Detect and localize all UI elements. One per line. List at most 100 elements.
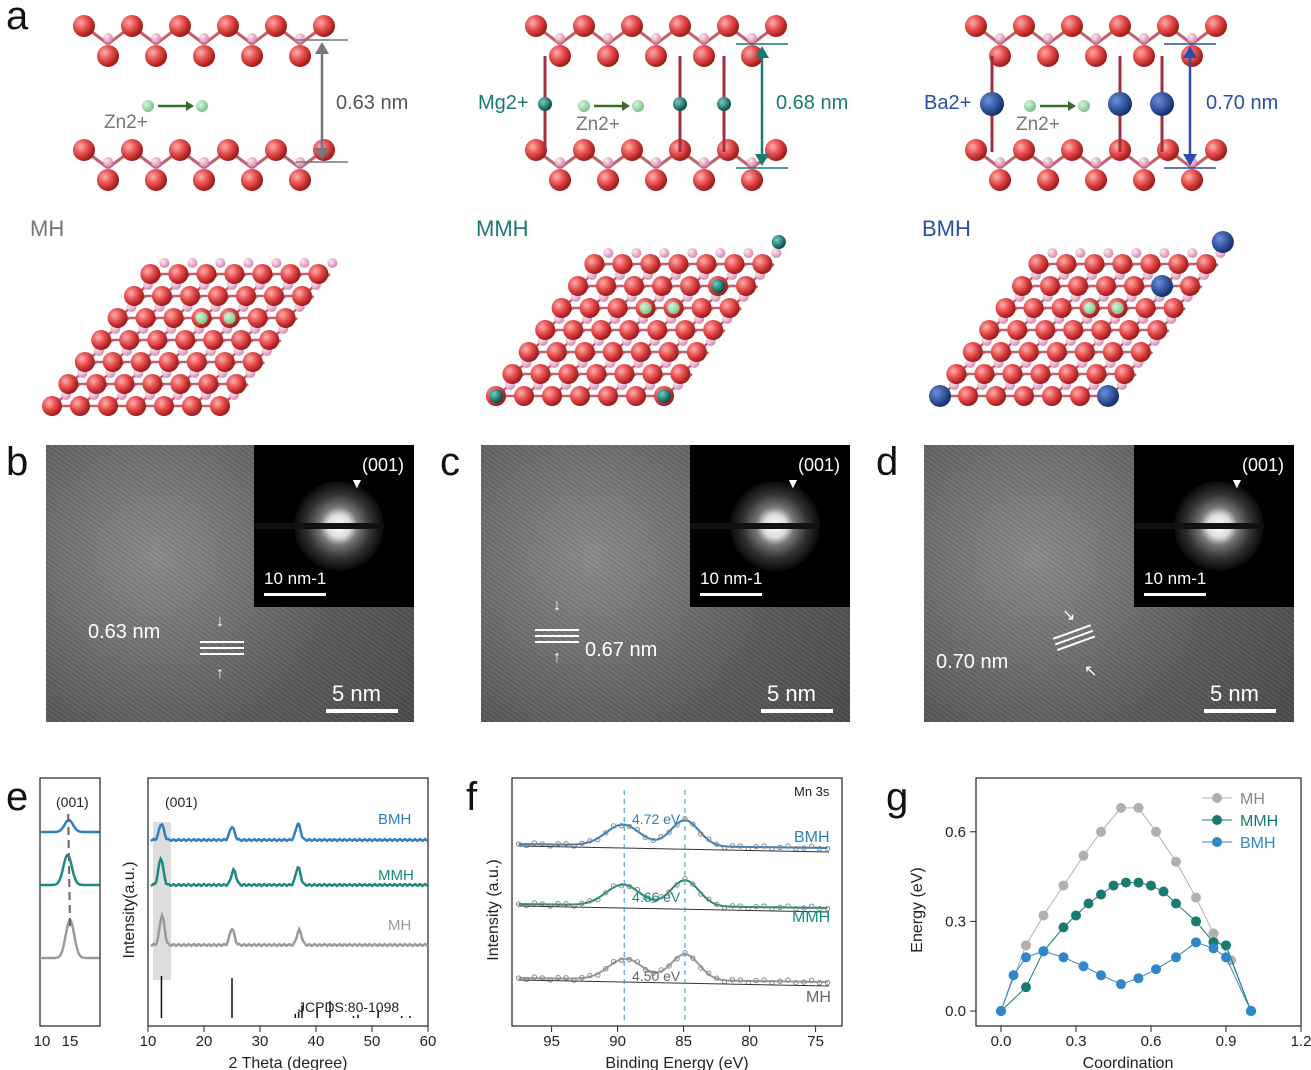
oxygen-atom [313, 15, 335, 37]
oxygen-atom [668, 254, 689, 274]
oxygen-atom [1096, 276, 1116, 296]
manganese-atom [1043, 157, 1053, 167]
oxygen-atom [1124, 276, 1144, 296]
oxygen-atom [696, 254, 717, 274]
g-xtick: 0.9 [1216, 1033, 1237, 1050]
zn-arrow-mmh [622, 101, 630, 111]
f-data-point [753, 903, 759, 910]
f-data-point [785, 977, 791, 983]
structure-name-mmh: MMH [476, 216, 529, 241]
f-title: Mn 3s [794, 784, 830, 799]
panel-a-label: a [6, 0, 29, 38]
manganese-atom [247, 157, 257, 167]
f-data-point [603, 830, 609, 836]
f-data-point [610, 823, 617, 829]
f-data-point [626, 883, 633, 890]
f-data-point [801, 979, 807, 985]
oxygen-atom [74, 352, 95, 372]
tem-image-mmh: (001) ▼ 10 nm-1 ↓ ↑ 0.67 nm 5 nm [481, 445, 850, 722]
oxygen-atom [73, 15, 95, 37]
zn-ion [195, 312, 208, 324]
g-point-mmh [1191, 916, 1201, 927]
oxygen-atom [1114, 364, 1135, 384]
f-data-point [523, 976, 530, 983]
oxygen-atom [1181, 169, 1203, 191]
oxygen-atom [264, 286, 284, 306]
oxygen-atom [652, 276, 672, 296]
f-data-point [547, 903, 553, 909]
g-point-bmh [1246, 1006, 1256, 1017]
saed-scale-label-bmh: 10 nm-1 [1144, 569, 1207, 588]
zn-ion [1078, 100, 1090, 112]
manganese-atom [659, 248, 670, 258]
oxygen-atom [614, 364, 635, 384]
oxygen-atom [289, 45, 311, 67]
tem-image-mh: (001) ▼ 10 nm-1 0.63 nm ↓ ↑ 5 nm [46, 445, 414, 722]
tem-spacing-label-mh: 0.63 nm [88, 621, 161, 643]
f-data-point [610, 883, 617, 889]
oxygen-atom [241, 45, 263, 67]
zn-ion [196, 100, 208, 112]
spacing-arrow-down-mh: ↓ [216, 613, 224, 630]
f-data-point [523, 902, 530, 909]
tem-spacing-label-bmh: 0.70 nm [936, 651, 1009, 673]
g-legend-marker-mh [1212, 793, 1222, 803]
oxygen-atom [542, 386, 562, 406]
oxygen-atom [1163, 298, 1184, 318]
manganese-atom [1047, 248, 1058, 258]
f-data-point [713, 975, 720, 981]
f-data-point [587, 898, 593, 904]
f-data-point [674, 822, 680, 828]
oxygen-atom [210, 396, 230, 416]
f-data-point [824, 906, 831, 912]
f-data-point [753, 843, 759, 850]
oxygen-atom [124, 286, 144, 306]
f-data-point [816, 980, 823, 986]
f-data-point [618, 957, 625, 963]
oxygen-atom [546, 342, 567, 362]
oxygen-atom [703, 320, 724, 340]
f-data-point [785, 843, 791, 849]
f-data-point [666, 829, 672, 835]
g-point-bmh [1116, 979, 1126, 990]
mh-top-layer [73, 15, 335, 67]
oxygen-atom [98, 396, 118, 416]
g-point-bmh [1038, 946, 1049, 957]
g-point-mh [1078, 850, 1089, 861]
f-data-point [785, 903, 791, 909]
f-data-point [547, 843, 553, 849]
oxygen-atom [979, 320, 1000, 340]
f-data-point [595, 836, 601, 843]
oxygen-atom [574, 342, 595, 362]
oxygen-atom [989, 169, 1011, 191]
f-data-point [737, 903, 744, 909]
oxygen-atom [719, 298, 740, 318]
manganese-atom [603, 157, 613, 167]
manganese-atom [747, 157, 757, 167]
oxygen-atom [193, 169, 215, 191]
f-data-point [705, 896, 712, 902]
f-data-point [531, 900, 538, 906]
e-main-frame [147, 777, 429, 1027]
f-curve-mh [518, 953, 828, 983]
manganese-atom [1139, 157, 1149, 167]
bmh-top-layer [965, 15, 1227, 67]
f-ylabel: Intensity (a.u.) [485, 859, 502, 960]
oxygen-atom [597, 45, 619, 67]
f-frame [511, 777, 843, 1027]
manganese-atom [327, 258, 338, 268]
mg-ion [673, 97, 687, 111]
g-point-mmh [1058, 922, 1069, 933]
oxygen-atom [126, 396, 146, 416]
g-point-mh [1116, 802, 1126, 813]
f-data-point [674, 882, 680, 888]
oxygen-atom [584, 254, 605, 274]
oxygen-atom [591, 320, 612, 340]
manganese-atom [747, 33, 757, 43]
oxygen-atom [231, 330, 252, 350]
saed-arrow-bmh: ▼ [1230, 475, 1244, 491]
tem-scalebar-bmh [1204, 709, 1276, 713]
f-data-point [555, 840, 561, 847]
oxygen-atom [1133, 169, 1155, 191]
f-data-point [531, 974, 538, 980]
